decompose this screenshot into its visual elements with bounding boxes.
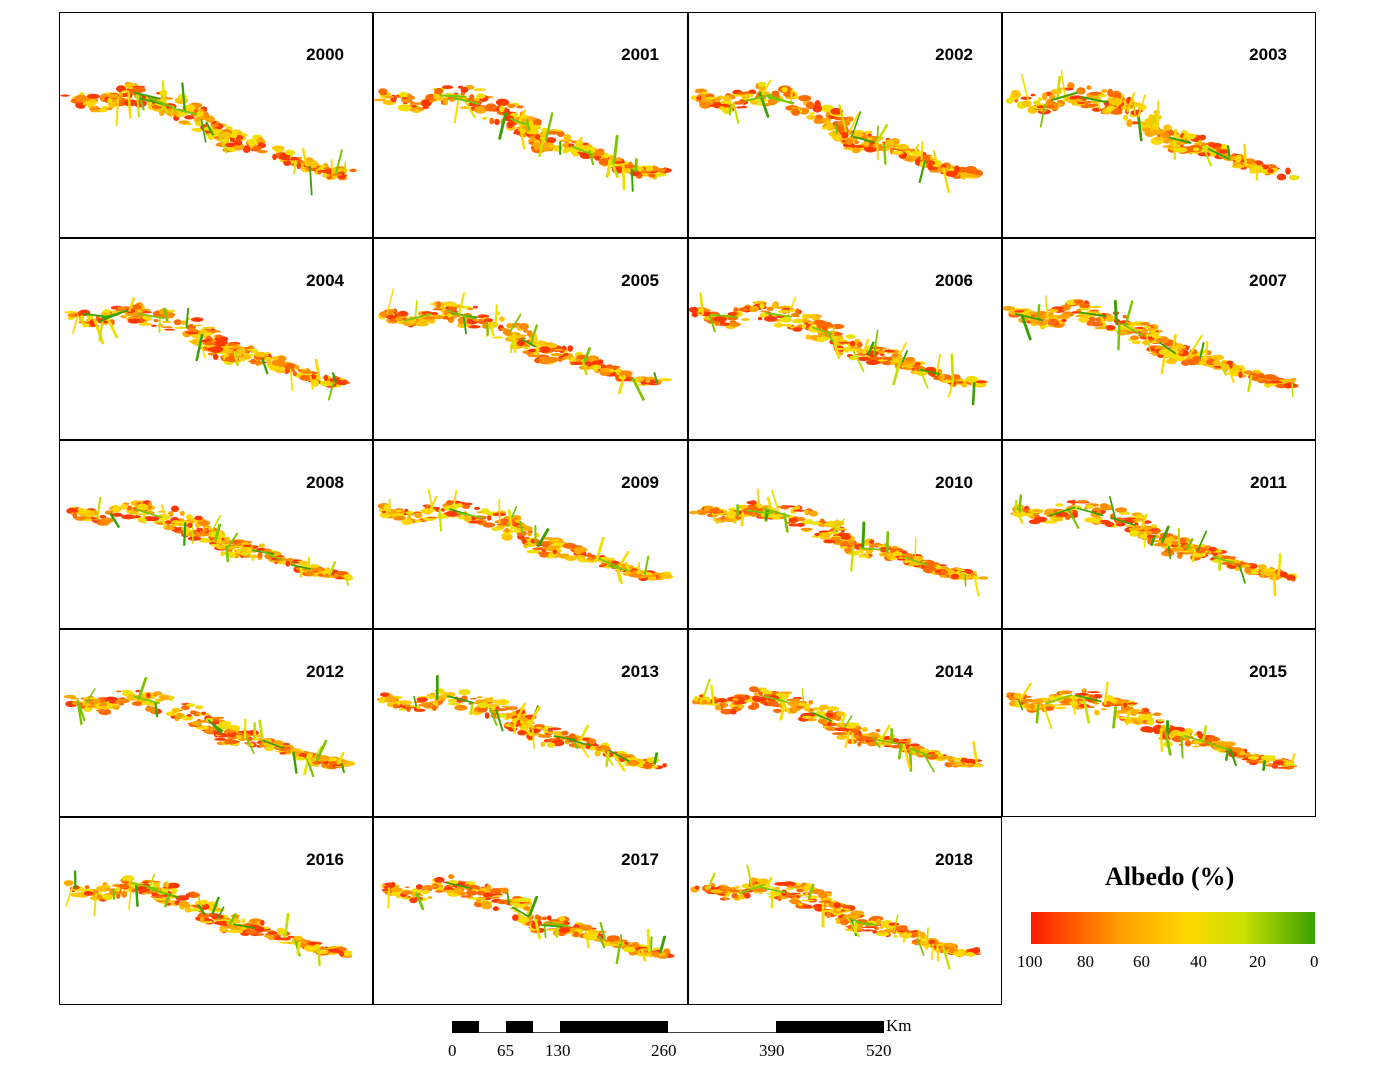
glacier-albedo-map: [690, 864, 982, 970]
map-panel-2004: 2004: [59, 238, 373, 440]
map-panel-2018: 2018: [688, 817, 1002, 1005]
glacier-albedo-map: [1003, 295, 1299, 398]
map-panel-2012: 2012: [59, 629, 373, 817]
panel-year-label: 2003: [1249, 45, 1287, 64]
map-panel-2009: 2009: [373, 440, 688, 629]
scale-label: 130: [545, 1041, 571, 1060]
panel-year-label: 2015: [1249, 662, 1287, 681]
map-panel-2000: 2000: [59, 12, 373, 238]
panel-year-label: 2001: [621, 45, 659, 64]
panel-year-label: 2002: [935, 45, 973, 64]
glacier-albedo-map: [64, 297, 351, 401]
panel-year-label: 2004: [306, 271, 344, 290]
panel-year-label: 2016: [306, 850, 344, 869]
glacier-albedo-map: [66, 496, 354, 586]
map-panel-2016: 2016: [59, 817, 373, 1005]
glacier-albedo-map: [690, 79, 983, 194]
map-panel-2003: 2003: [1002, 12, 1316, 238]
glacier-albedo-map: [60, 80, 357, 196]
map-panel-2006: 2006: [688, 238, 1002, 440]
panel-year-label: 2012: [306, 662, 344, 681]
scale-label: 0: [448, 1041, 457, 1060]
map-panel-2010: 2010: [688, 440, 1002, 629]
legend-tick-label: 20: [1249, 952, 1266, 971]
glacier-albedo-map: [63, 676, 355, 778]
panel-year-label: 2005: [621, 271, 659, 290]
map-panel-2007: 2007: [1002, 238, 1316, 440]
map-panel-2014: 2014: [688, 629, 1002, 817]
legend-tick-label: 60: [1133, 952, 1150, 971]
map-panel-2002: 2002: [688, 12, 1002, 238]
map-panel-2015: 2015: [1002, 629, 1316, 817]
map-panel-2001: 2001: [373, 12, 688, 238]
map-panel-2005: 2005: [373, 238, 688, 440]
map-panel-2008: 2008: [59, 440, 373, 629]
glacier-albedo-map: [1010, 494, 1298, 597]
panel-year-label: 2007: [1249, 271, 1287, 290]
legend-tick-label: 100: [1017, 952, 1043, 971]
scale-label: 260: [651, 1041, 677, 1060]
panel-year-label: 2006: [935, 271, 973, 290]
glacier-albedo-map: [1005, 69, 1300, 181]
glacier-albedo-map: [378, 288, 672, 401]
glacier-albedo-map: [380, 874, 675, 965]
scale-bar: [452, 1021, 884, 1033]
scale-label: 520: [866, 1041, 892, 1060]
panel-year-label: 2011: [1250, 473, 1287, 492]
glacier-albedo-map: [689, 292, 988, 406]
panel-year-label: 2009: [621, 473, 659, 492]
panel-year-label: 2008: [306, 473, 344, 492]
panel-year-label: 2010: [935, 473, 973, 492]
legend-tick-label: 80: [1077, 952, 1094, 971]
panel-year-label: 2014: [935, 662, 973, 681]
glacier-albedo-map: [1006, 681, 1298, 771]
map-panel-2017: 2017: [373, 817, 688, 1005]
map-panel-2011: 2011: [1002, 440, 1316, 629]
glacier-albedo-map: [374, 85, 672, 192]
glacier-albedo-map: [377, 674, 667, 772]
glacier-albedo-map: [377, 488, 674, 585]
scale-label: 390: [759, 1041, 785, 1060]
map-panel-2013: 2013: [373, 629, 688, 817]
scale-label: 65: [497, 1041, 514, 1060]
legend-title: Albedo (%): [1105, 862, 1235, 891]
panel-year-label: 2013: [621, 662, 659, 681]
panel-year-label: 2000: [306, 45, 344, 64]
glacier-albedo-map: [63, 870, 353, 967]
glacier-albedo-map: [689, 488, 989, 597]
legend-color-ramp: [1031, 912, 1315, 944]
scale-unit: Km: [886, 1016, 912, 1035]
legend-tick-label: 40: [1190, 952, 1207, 971]
panel-year-label: 2018: [935, 850, 973, 869]
panel-year-label: 2017: [621, 850, 659, 869]
legend-tick-label: 0: [1310, 952, 1319, 971]
glacier-albedo-map: [692, 678, 984, 773]
